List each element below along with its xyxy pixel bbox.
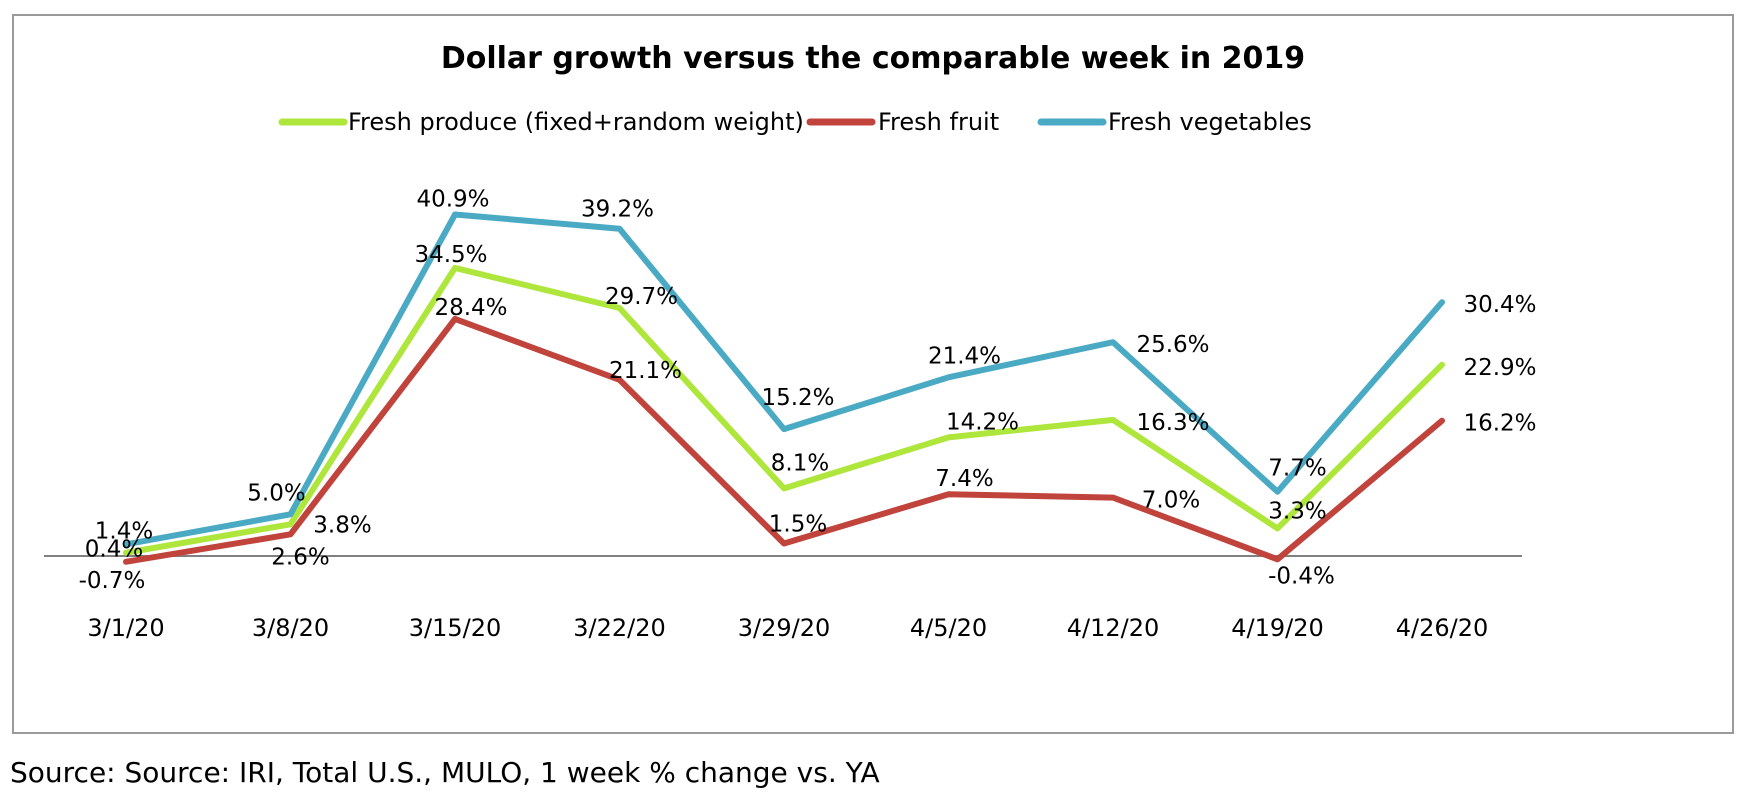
x-tick-label-3-1-20: 3/1/20 <box>87 614 164 642</box>
x-tick-label-3-22-20: 3/22/20 <box>573 614 666 642</box>
chart-svg: Dollar growth versus the comparable week… <box>44 41 1537 642</box>
x-tick-label-4-26-20: 4/26/20 <box>1396 614 1489 642</box>
data-label-fresh-vegetables-3-1-20: 1.4% <box>95 518 153 544</box>
data-label-fresh-vegetables-3-15-20: 40.9% <box>416 187 489 213</box>
data-label-fresh-fruit-4-12-20: 7.0% <box>1142 488 1200 514</box>
x-tick-label-3-29-20: 3/29/20 <box>738 614 831 642</box>
legend-label-fresh-vegetables: Fresh vegetables <box>1108 108 1312 136</box>
data-label-fresh-vegetables-4-12-20: 25.6% <box>1136 332 1209 358</box>
data-label-fresh-vegetables-4-19-20: 7.7% <box>1268 456 1326 482</box>
data-label-fresh-produce-fixed-random-weight-3-15-20: 34.5% <box>414 242 487 268</box>
data-label-fresh-vegetables-4-5-20: 21.4% <box>928 343 1001 369</box>
chart-legend: Fresh produce (fixed+random weight) Fresh… <box>278 108 1312 136</box>
legend-label-fresh-fruit: Fresh fruit <box>878 108 999 136</box>
data-label-fresh-vegetables-3-29-20: 15.2% <box>761 385 834 411</box>
x-tick-label-4-5-20: 4/5/20 <box>910 614 987 642</box>
series-line-fresh-vegetables <box>123 211 1445 548</box>
x-axis-tick-labels: 3/1/20 3/8/20 3/15/20 3/22/20 3/29/20 4/5/20 4… <box>87 614 1488 642</box>
chart-title: Dollar growth versus the comparable week… <box>441 41 1305 76</box>
series-lines <box>123 211 1445 565</box>
data-label-fresh-produce-fixed-random-weight-3-22-20: 29.7% <box>605 284 678 310</box>
data-label-fresh-produce-fixed-random-weight-4-19-20: 3.3% <box>1268 498 1326 524</box>
chart-frame: Dollar growth versus the comparable week… <box>12 14 1734 734</box>
series-line-fresh-fruit <box>123 315 1445 565</box>
x-tick-label-4-12-20: 4/12/20 <box>1067 614 1160 642</box>
data-label-fresh-fruit-3-8-20: 2.6% <box>271 544 329 570</box>
data-label-fresh-fruit-3-29-20: 1.5% <box>769 512 827 538</box>
data-label-fresh-produce-fixed-random-weight-4-12-20: 16.3% <box>1136 410 1209 436</box>
data-label-fresh-fruit-3-22-20: 21.1% <box>609 358 682 384</box>
data-label-fresh-vegetables-3-22-20: 39.2% <box>581 197 654 223</box>
data-label-fresh-fruit-4-19-20: -0.4% <box>1268 563 1335 589</box>
data-label-fresh-fruit-4-5-20: 7.4% <box>935 466 993 492</box>
data-label-fresh-fruit-3-15-20: 28.4% <box>434 295 507 321</box>
data-label-fresh-vegetables-3-8-20: 5.0% <box>247 480 305 506</box>
series-line-fresh-produce-fixed-random-weight <box>123 264 1445 556</box>
data-label-fresh-produce-fixed-random-weight-4-26-20: 22.9% <box>1463 355 1536 381</box>
data-label-fresh-vegetables-4-26-20: 30.4% <box>1463 292 1536 318</box>
x-tick-label-4-19-20: 4/19/20 <box>1231 614 1324 642</box>
series-data-labels: 0.4% 3.8% 34.5% 29.7% 8.1% 14.2% 16.3% 3.3% 22.9… <box>79 187 1537 594</box>
legend-label-fresh-produce-fixed-random-weight: Fresh produce (fixed+random weight) <box>348 108 804 136</box>
data-label-fresh-produce-fixed-random-weight-3-8-20: 3.8% <box>313 512 371 538</box>
data-label-fresh-produce-fixed-random-weight-3-1-20: 0.4% <box>85 537 143 563</box>
data-label-fresh-fruit-4-26-20: 16.2% <box>1463 411 1536 437</box>
data-label-fresh-produce-fixed-random-weight-3-29-20: 8.1% <box>771 450 829 476</box>
x-tick-label-3-15-20: 3/15/20 <box>409 614 502 642</box>
data-label-fresh-produce-fixed-random-weight-4-5-20: 14.2% <box>946 409 1019 435</box>
x-tick-label-3-8-20: 3/8/20 <box>252 614 329 642</box>
data-label-fresh-fruit-3-1-20: -0.7% <box>79 568 146 594</box>
source-note: Source: Source: IRI, Total U.S., MULO, 1… <box>10 756 880 789</box>
